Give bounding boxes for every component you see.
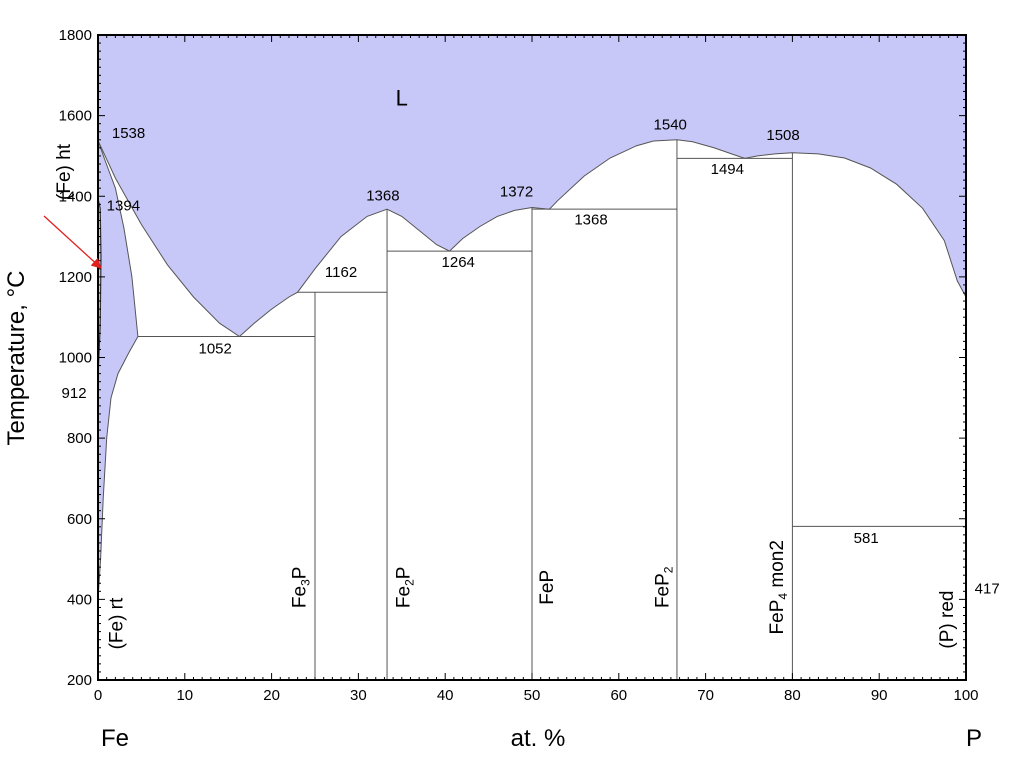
phase-label: (P) red	[937, 590, 958, 648]
phase-region-layer	[97, 140, 139, 600]
x-tick-label: 20	[263, 687, 280, 704]
invariant-label: 1368	[574, 211, 607, 228]
x-tick-label: 30	[350, 687, 367, 704]
y-tick-label: 1400	[59, 188, 92, 205]
y-tick-label: 1800	[59, 27, 92, 44]
x-tick-label: 70	[697, 687, 714, 704]
fe-ht-arrow	[43, 215, 102, 269]
temperature-label: 1372	[500, 183, 533, 200]
x-tick-label: 100	[953, 687, 978, 704]
compound-label: FeP4 mon2	[767, 540, 790, 634]
y-tick-label: 1600	[59, 108, 92, 125]
compound-label: Fe3P	[289, 567, 312, 609]
x-tick-label: 10	[176, 687, 193, 704]
x-tick-label: 50	[524, 687, 541, 704]
temperature-label: 1540	[654, 117, 687, 134]
y-tick-label: 200	[67, 672, 92, 689]
invariant-label: 1264	[442, 254, 475, 271]
liquid-region-layer	[98, 35, 966, 337]
compound-label: FeP	[537, 570, 558, 605]
chart-labels: 1052 1162 1264 1368 1494 581 Fe3P Fe2P FeP FeP2 Fe…	[62, 86, 1000, 650]
x-left-element: Fe	[101, 725, 129, 752]
x-tick-label: 40	[437, 687, 454, 704]
x-tick-label: 80	[784, 687, 801, 704]
y-tick-label: 800	[67, 430, 92, 447]
fe-ht-label: (Fe) ht	[54, 143, 75, 200]
invariant-label: 581	[854, 530, 879, 547]
fe-solid-solution-region	[97, 140, 139, 600]
x-axis-title: at. %	[511, 725, 566, 752]
temperature-label: 417	[975, 580, 1000, 597]
x-tick-label: 90	[871, 687, 888, 704]
phase-label: (Fe) rt	[106, 597, 127, 649]
temperature-label: 1508	[766, 127, 799, 144]
invariant-label: 1494	[711, 161, 744, 178]
liquidus-line	[97, 139, 967, 338]
y-tick-label: 1000	[59, 350, 92, 367]
y-tick-label: 400	[67, 591, 92, 608]
y-axis-title: Temperature, °C	[3, 271, 30, 446]
x-tick-label: 0	[94, 687, 102, 704]
y-tick-label: 1200	[59, 269, 92, 286]
x-right-element: P	[966, 725, 982, 752]
invariant-label: 1052	[198, 340, 231, 357]
temperature-label: 1394	[107, 197, 140, 214]
axis-ticks: 0 10 20 30 40 50 60 70 80 90 100 200 400 600 800 1000 12…	[59, 27, 979, 704]
temperature-label: 1538	[112, 125, 145, 142]
invariant-label: 1162	[325, 264, 357, 281]
compound-label: Fe2P	[394, 567, 417, 609]
temperature-label: 912	[62, 385, 87, 402]
y-tick-label: 600	[67, 511, 92, 528]
compound-label: FeP2	[652, 566, 675, 608]
liquid-label: L	[396, 86, 408, 111]
fe-ht-loop	[97, 198, 102, 378]
phase-boundary-layer	[97, 139, 967, 680]
temperature-label: 1368	[366, 187, 399, 204]
liquid-region	[98, 35, 966, 337]
x-tick-label: 60	[610, 687, 627, 704]
